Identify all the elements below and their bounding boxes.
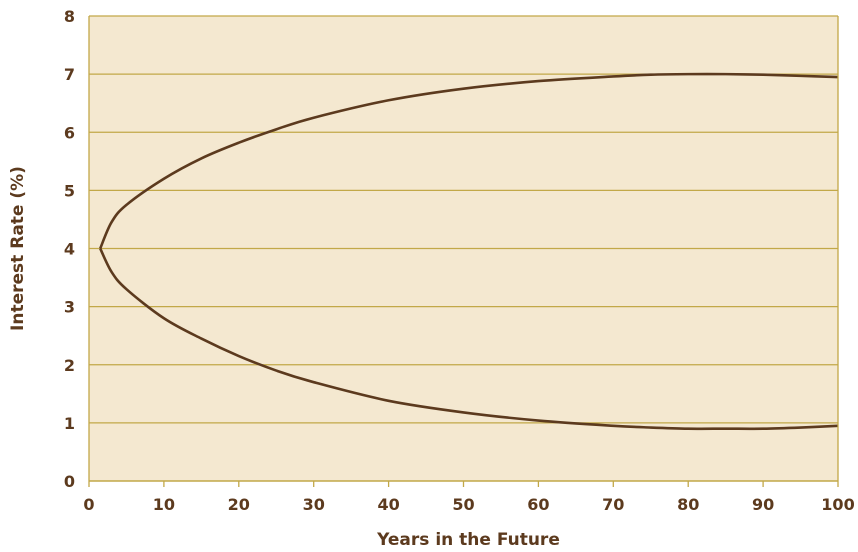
y-tick-labels: 0 1 2 3 4 5 6 7 8 bbox=[64, 7, 75, 491]
axes bbox=[88, 16, 839, 487]
y-tick-label: 7 bbox=[64, 65, 75, 84]
x-tick-label: 100 bbox=[821, 495, 854, 514]
x-tick-label: 0 bbox=[83, 495, 94, 514]
y-tick-label: 0 bbox=[64, 472, 75, 491]
series-line-2 bbox=[99, 247, 839, 431]
y-tick-label: 4 bbox=[64, 240, 75, 259]
y-tick-label: 8 bbox=[64, 7, 75, 26]
x-axis-title: Years in the Future bbox=[376, 530, 560, 550]
y-tick-label: 6 bbox=[64, 123, 75, 142]
y-axis-title: Interest Rate (%) bbox=[8, 166, 28, 331]
y-tick-label: 5 bbox=[64, 181, 75, 200]
series-lines bbox=[99, 72, 839, 431]
x-tick-label: 20 bbox=[228, 495, 250, 514]
x-tick-label: 30 bbox=[303, 495, 325, 514]
x-tick-label: 40 bbox=[377, 495, 399, 514]
x-tick-label: 60 bbox=[527, 495, 549, 514]
y-tick-label: 3 bbox=[64, 298, 75, 317]
x-tick-label: 10 bbox=[153, 495, 175, 514]
x-tick-label: 70 bbox=[602, 495, 624, 514]
y-tick-label: 2 bbox=[64, 356, 75, 375]
y-tick-label: 1 bbox=[64, 414, 75, 433]
x-tick-labels: 0 10 20 30 40 50 60 70 80 90 100 bbox=[83, 495, 854, 514]
x-tick-label: 80 bbox=[677, 495, 699, 514]
x-tick-label: 50 bbox=[452, 495, 474, 514]
series-line-1 bbox=[99, 72, 839, 250]
x-tick-label: 90 bbox=[752, 495, 774, 514]
